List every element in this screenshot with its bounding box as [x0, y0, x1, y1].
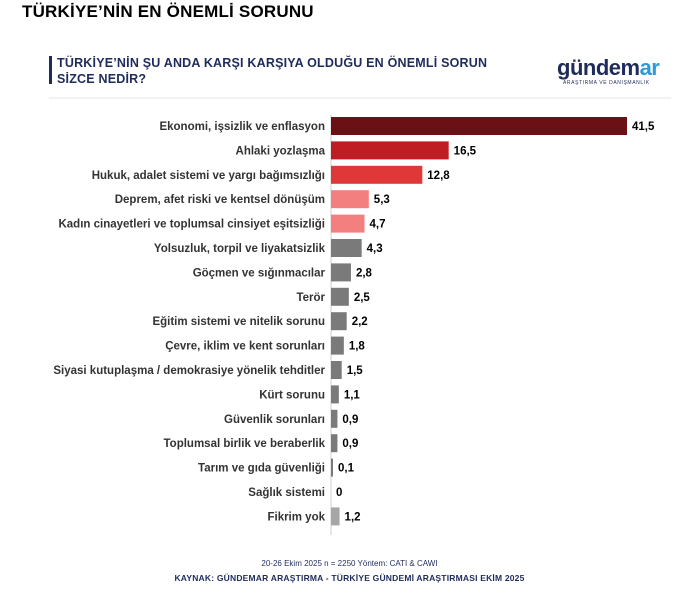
value-label: 4,3	[367, 243, 383, 255]
value-label: 1,1	[344, 389, 361, 401]
category-label: Güvenlik sorunları	[224, 414, 325, 426]
bar	[331, 409, 338, 428]
category-label: Eğitim sistemi ve nitelik sorunu	[152, 316, 325, 328]
bar	[331, 385, 339, 404]
category-label: Toplumsal birlik ve beraberlik	[164, 438, 326, 450]
category-label: Fikrim yok	[267, 511, 325, 523]
chart-card: TÜRKİYE’NİN ŞU ANDA KARŞI KARŞIYA OLDUĞU…	[49, 44, 671, 594]
category-label: Deprem, afet riski ve kentsel dönüşüm	[115, 194, 325, 206]
bar	[331, 117, 627, 135]
value-label: 0	[336, 487, 342, 499]
category-label: Hukuk, adalet sistemi ve yargı bağımsızl…	[92, 170, 325, 182]
category-label: Ahlaki yozlaşma	[236, 145, 326, 157]
value-label: 0,1	[338, 463, 355, 475]
bar	[331, 507, 340, 526]
bar	[331, 190, 369, 209]
category-label: Tarım ve gıda güvenliği	[198, 463, 325, 475]
category-label: Ekonomi, işsizlik ve enflasyon	[159, 121, 325, 133]
value-label: 0,9	[342, 438, 358, 450]
value-label: 2,5	[354, 292, 371, 304]
bar	[331, 312, 347, 331]
bar	[331, 263, 351, 282]
value-label: 4,7	[370, 219, 386, 231]
value-label: 1,2	[345, 511, 361, 523]
value-label: 2,8	[356, 267, 373, 279]
value-label: 2,2	[352, 316, 368, 328]
logo-wordmark: gündemar	[557, 55, 660, 81]
category-label: Terör	[296, 292, 325, 304]
value-label: 16,5	[454, 145, 477, 157]
question-accent-bar	[49, 56, 52, 84]
category-label: Kadın cinayetleri ve toplumsal cinsiyet …	[58, 219, 325, 231]
bar	[331, 239, 362, 257]
bar	[331, 336, 344, 355]
bars-group: Ekonomi, işsizlik ve enflasyon 41,5 Ahlaki…	[53, 117, 655, 526]
question-text: TÜRKİYE’NİN ŞU ANDA KARŞI KARŞIYA OLDUĞU…	[57, 56, 488, 86]
value-label: 1,5	[347, 365, 364, 377]
source-line: KAYNAK: GÜNDEMAR ARAŞTIRMA - TÜRKİYE GÜN…	[174, 573, 525, 583]
bar	[331, 287, 349, 306]
value-label: 1,8	[349, 341, 366, 353]
category-label: Siyasi kutuplaşma / demokrasiye yönelik …	[53, 365, 325, 377]
category-label: Yolsuzluk, torpil ve liyakatsizlik	[154, 243, 326, 255]
bar	[331, 214, 365, 233]
page-title: TÜRKİYE’NİN EN ÖNEMLİ SORUNU	[22, 2, 314, 21]
gundemar-logo: gündemar ARAŞTIRMA VE DANIŞMANLIK	[557, 55, 662, 88]
category-label: Göçmen ve sığınmacılar	[193, 267, 326, 279]
bar	[331, 361, 342, 379]
category-label: Kürt sorunu	[259, 389, 325, 401]
logo-subtitle: ARAŞTIRMA VE DANIŞMANLIK	[563, 80, 650, 86]
category-label: Çevre, iklim ve kent sorunları	[165, 341, 325, 353]
value-label: 12,8	[427, 170, 450, 182]
bar	[331, 165, 423, 184]
logo-wordmark-part2: ar	[639, 55, 660, 80]
bar	[331, 141, 449, 160]
category-label: Sağlık sistemi	[248, 487, 325, 499]
logo-wordmark-part1: gündem	[557, 55, 640, 80]
bar	[331, 434, 338, 453]
method-footnote: 20-26 Ekim 2025 n = 2250 Yöntem: CATI & …	[261, 559, 438, 568]
value-label: 41,5	[632, 121, 655, 133]
value-label: 5,3	[374, 194, 390, 206]
bar	[331, 458, 333, 477]
value-label: 0,9	[342, 414, 358, 426]
